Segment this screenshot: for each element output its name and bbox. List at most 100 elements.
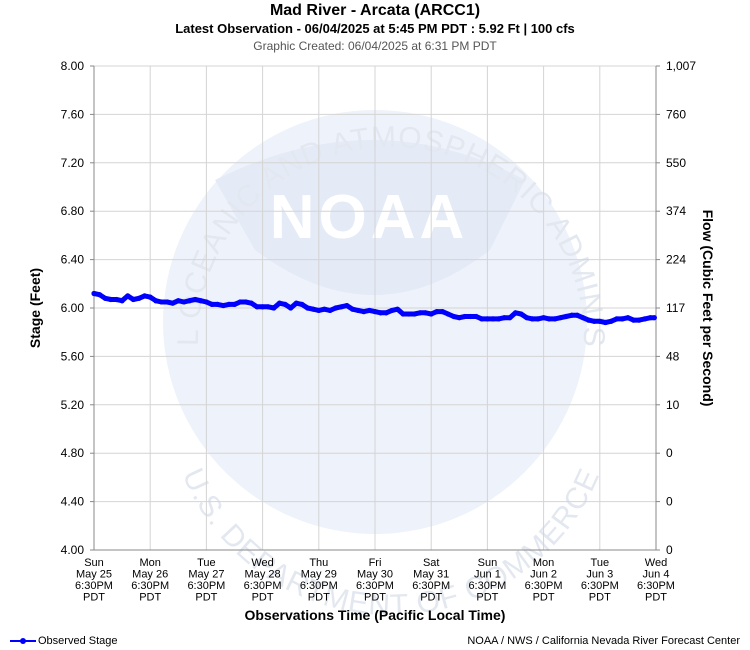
data-point <box>355 307 361 314</box>
data-point <box>209 301 215 307</box>
data-point <box>327 307 333 314</box>
source-credit: NOAA / NWS / California Nevada River For… <box>467 635 740 647</box>
y2-tick-label: 1,007 <box>666 59 696 73</box>
data-point <box>215 301 221 307</box>
data-point <box>496 316 502 322</box>
y2-tick-label: 0 <box>666 543 673 557</box>
data-point <box>310 306 316 312</box>
data-point <box>597 318 603 324</box>
y-tick-label: 7.60 <box>61 107 85 121</box>
data-point <box>271 305 277 311</box>
data-point <box>529 316 535 322</box>
data-point <box>445 311 451 317</box>
data-point <box>507 315 513 321</box>
data-point <box>642 316 648 322</box>
y2-tick-label: 48 <box>666 349 680 363</box>
data-point <box>141 293 148 299</box>
data-point <box>484 316 490 322</box>
x-tick-label: Tue May 27 6:30PM PDT <box>187 557 225 604</box>
data-point <box>630 317 637 323</box>
x-tick-label: Sat May 31 6:30PM PDT <box>412 557 450 604</box>
data-point <box>254 304 260 310</box>
data-point <box>383 310 389 316</box>
y2-tick-label: 0 <box>666 446 673 460</box>
data-point <box>102 295 108 301</box>
data-point <box>372 309 378 315</box>
data-point <box>265 304 271 310</box>
y-tick-label: 5.60 <box>61 349 85 363</box>
y2-tick-label: 10 <box>666 398 680 412</box>
data-point <box>170 300 176 306</box>
chart-title: Mad River - Arcata (ARCC1) <box>269 2 481 19</box>
data-point <box>260 304 266 310</box>
y-tick-label: 7.20 <box>61 156 85 170</box>
y-tick-label: 4.00 <box>61 543 85 557</box>
data-point <box>192 296 198 303</box>
latest-observation: Latest Observation - 06/04/2025 at 5:45 … <box>175 21 575 36</box>
data-point <box>439 309 446 315</box>
data-point <box>636 317 642 323</box>
x-tick-label: Tue Jun 3 6:30PM PDT <box>581 557 619 604</box>
data-point <box>288 305 294 311</box>
data-point <box>541 315 547 321</box>
data-point <box>400 311 406 317</box>
x-tick-label: Mon May 26 6:30PM PDT <box>131 557 169 604</box>
data-point <box>546 316 552 322</box>
data-point <box>591 318 597 324</box>
data-point <box>237 299 243 305</box>
y2-tick-label: 760 <box>666 107 686 121</box>
data-point <box>518 311 524 317</box>
data-point <box>91 290 97 297</box>
data-point <box>473 313 479 320</box>
x-tick-label: Sun May 25 6:30PM PDT <box>75 557 113 604</box>
data-point <box>344 302 350 309</box>
data-point <box>316 307 322 314</box>
axes: 4.00 0 4.40 0 4.80 0 5.20 10 5.60 48 6.00 117 6.40 22… <box>61 59 697 604</box>
series-observed-stage <box>91 290 657 326</box>
data-point <box>243 299 249 305</box>
watermark-logo-text: NOAA <box>270 183 469 252</box>
data-point <box>462 313 468 320</box>
data-point <box>203 299 209 305</box>
x-tick-label: Thu May 29 6:30PM PDT <box>300 557 338 604</box>
data-point <box>158 299 165 305</box>
data-point <box>422 310 429 316</box>
data-point <box>108 296 114 303</box>
y2-tick-label: 117 <box>666 301 685 315</box>
data-point <box>535 316 541 322</box>
data-point <box>552 316 558 322</box>
data-point <box>125 293 131 299</box>
x-tick-label: Fri May 30 6:30PM PDT <box>356 557 394 604</box>
data-point <box>625 315 631 321</box>
data-point <box>647 315 653 321</box>
data-point <box>299 301 305 307</box>
y-tick-label: 5.20 <box>61 398 85 412</box>
data-point <box>467 313 474 320</box>
data-point <box>479 316 485 322</box>
y-tick-label: 6.80 <box>61 204 85 218</box>
data-point <box>153 298 159 304</box>
data-point <box>349 306 356 312</box>
y2-axis-label: Flow (Cubic Feet per Second) <box>700 210 716 407</box>
data-point <box>282 301 288 307</box>
data-point <box>186 298 193 304</box>
data-point <box>574 312 580 318</box>
data-point <box>276 300 283 306</box>
data-point <box>130 296 136 303</box>
x-tick-label: Mon Jun 2 6:30PM PDT <box>525 557 563 604</box>
legend-label: Observed Stage <box>38 635 118 647</box>
data-point <box>119 298 125 304</box>
data-point <box>378 310 384 316</box>
data-point <box>147 294 153 300</box>
data-point <box>580 315 586 321</box>
y-tick-label: 6.00 <box>61 301 85 315</box>
data-point <box>181 299 187 305</box>
data-point <box>456 315 462 321</box>
data-point <box>338 304 344 310</box>
y-tick-label: 4.40 <box>61 495 85 509</box>
data-point <box>501 315 507 321</box>
y2-tick-label: 0 <box>666 495 673 509</box>
watermark-band <box>215 140 525 295</box>
data-point <box>389 307 395 314</box>
data-point <box>411 311 417 317</box>
